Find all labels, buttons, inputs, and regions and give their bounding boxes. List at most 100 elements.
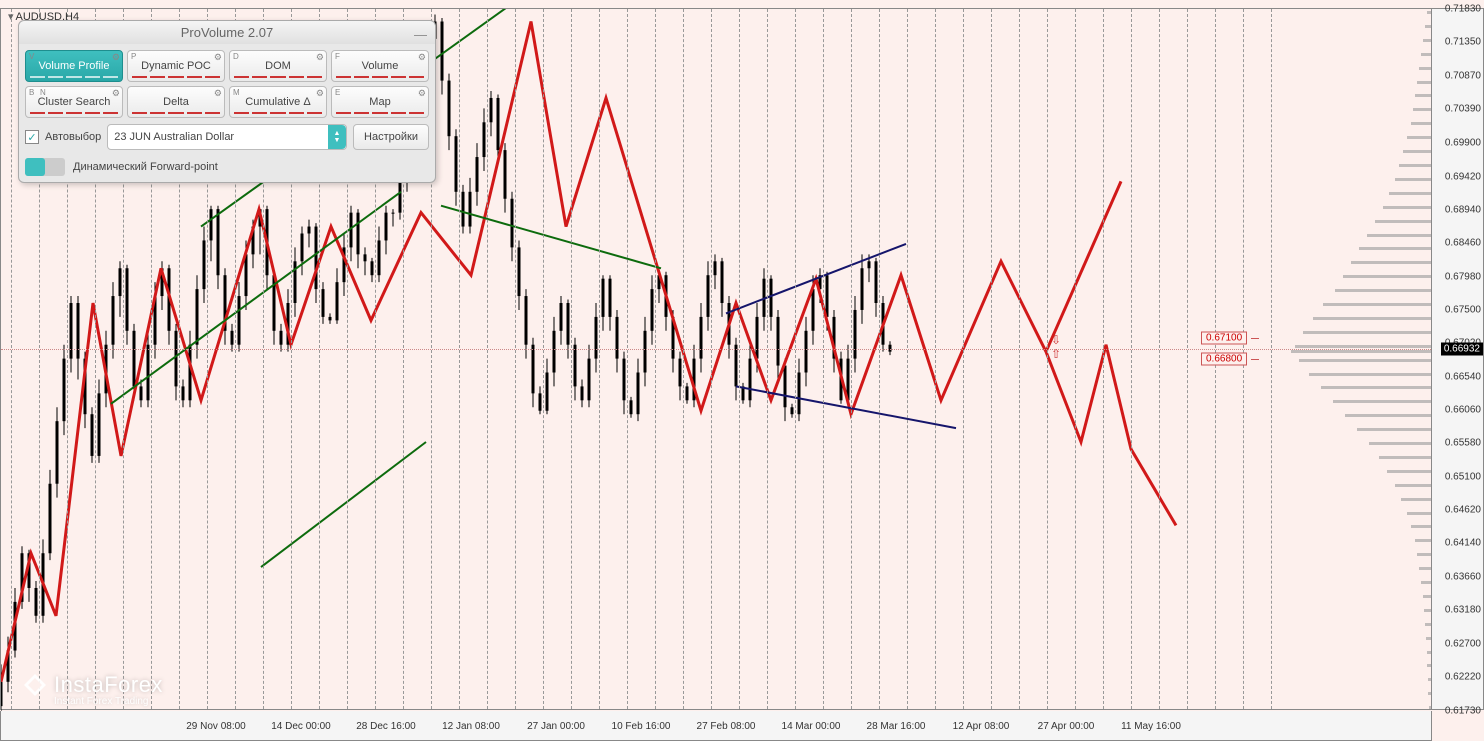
volume-profile-bar	[1417, 81, 1431, 84]
button-label: DOM	[265, 60, 291, 72]
x-tick: 12 Apr 08:00	[953, 721, 1010, 732]
x-tick: 14 Dec 00:00	[271, 721, 331, 732]
forward-point-label: Динамический Forward-point	[73, 161, 218, 173]
x-tick: 10 Feb 16:00	[612, 721, 671, 732]
combo-spinner[interactable]: ▲ ▼	[328, 125, 346, 149]
y-tick: 0.63180	[1445, 605, 1481, 616]
volume-profile-bar	[1299, 359, 1431, 362]
volume-profile-bar	[1413, 108, 1431, 111]
autoselect-checkbox[interactable]: ✓	[25, 130, 39, 144]
chevron-down-icon[interactable]: ▼	[334, 137, 341, 144]
grid-line	[907, 9, 908, 709]
grid-line	[711, 9, 712, 709]
grid-line	[599, 9, 600, 709]
panel-button-map[interactable]: E⚙Map	[331, 86, 429, 118]
grid-line	[683, 9, 684, 709]
y-tick: 0.62700	[1445, 638, 1481, 649]
price-label: 0.67100	[1201, 331, 1247, 344]
grid-line	[739, 9, 740, 709]
button-label: Cluster Search	[38, 96, 111, 108]
panel-button-cluster-search[interactable]: BN⚙Cluster Search	[25, 86, 123, 118]
gear-icon[interactable]: ⚙	[316, 88, 324, 99]
volume-profile-bar	[1403, 150, 1431, 153]
logo-icon	[22, 672, 48, 698]
x-tick: 11 May 16:00	[1121, 721, 1181, 732]
volume-profile-bar	[1295, 345, 1431, 348]
panel-button-volume[interactable]: F⚙Volume	[331, 50, 429, 82]
gear-icon[interactable]: ⚙	[418, 88, 426, 99]
panel-button-cumulative-[interactable]: M⚙Cumulative Δ	[229, 86, 327, 118]
minimize-icon[interactable]: —	[414, 27, 427, 42]
grid-line	[459, 9, 460, 709]
panel-row-1: V⚙Volume ProfileP⚙Dynamic POCD⚙DOMF⚙Volu…	[25, 50, 429, 82]
volume-profile-bar	[1415, 539, 1431, 542]
y-tick: 0.71350	[1445, 37, 1481, 48]
grid-line	[935, 9, 936, 709]
y-tick: 0.71830	[1445, 4, 1481, 15]
volume-profile-bar	[1407, 136, 1431, 139]
button-label: Volume	[362, 60, 399, 72]
volume-profile-bar	[1419, 67, 1431, 70]
arrow-down-icon: ⇩	[1051, 333, 1061, 347]
gear-icon[interactable]: ⚙	[214, 88, 222, 99]
gear-icon[interactable]: ⚙	[214, 52, 222, 63]
panel-button-dom[interactable]: D⚙DOM	[229, 50, 327, 82]
volume-profile-bar	[1415, 94, 1431, 97]
gear-icon[interactable]: ⚙	[316, 52, 324, 63]
grid-line	[879, 9, 880, 709]
volume-profile-bar	[1419, 567, 1431, 570]
current-price-badge: 0.66932	[1441, 343, 1483, 356]
panel-button-delta[interactable]: ⚙Delta	[127, 86, 225, 118]
grid-line	[571, 9, 572, 709]
gear-icon[interactable]: ⚙	[112, 88, 120, 99]
volume-profile-bar	[1411, 525, 1431, 528]
x-tick: 27 Jan 00:00	[527, 721, 585, 732]
volume-profile-bar	[1395, 484, 1431, 487]
y-tick: 0.69420	[1445, 171, 1481, 182]
instrument-combo[interactable]: 23 JUN Australian Dollar ▲ ▼	[107, 124, 347, 150]
volume-profile-bar	[1375, 220, 1431, 223]
y-tick: 0.61730	[1445, 706, 1481, 717]
panel-button-volume-profile[interactable]: V⚙Volume Profile	[25, 50, 123, 82]
y-tick: 0.66540	[1445, 371, 1481, 382]
volume-profile-bar	[1421, 581, 1431, 584]
forward-point-toggle[interactable]	[25, 158, 65, 176]
volume-profile-bar	[1357, 428, 1431, 431]
watermark-name: InstaForex	[54, 672, 163, 698]
volume-profile-bar	[1428, 692, 1431, 695]
volume-profile-bar	[1427, 664, 1431, 667]
x-tick: 28 Mar 16:00	[867, 721, 926, 732]
gear-icon[interactable]: ⚙	[418, 52, 426, 63]
volume-profile-bar	[1323, 303, 1431, 306]
grid-line	[655, 9, 656, 709]
grid-line	[851, 9, 852, 709]
volume-profile-bar	[1425, 25, 1431, 28]
volume-profile-bar	[1399, 164, 1431, 167]
volume-profile-bar	[1401, 498, 1431, 501]
volume-profile-bar	[1411, 122, 1431, 125]
volume-profile-bar	[1345, 414, 1431, 417]
volume-profile-bar	[1428, 678, 1431, 681]
volume-profile-bar	[1417, 553, 1431, 556]
volume-profile-bar	[1387, 470, 1431, 473]
current-price-line	[1, 349, 1431, 350]
volume-profile-bar	[1351, 261, 1431, 264]
volume-profile-bar	[1389, 192, 1431, 195]
volume-profile-bar	[1423, 595, 1431, 598]
volume-profile-bar	[1383, 206, 1431, 209]
y-tick: 0.66060	[1445, 405, 1481, 416]
y-tick: 0.68460	[1445, 238, 1481, 249]
provolume-panel[interactable]: ProVolume 2.07 — V⚙Volume ProfileP⚙Dynam…	[18, 20, 436, 183]
panel-button-dynamic-poc[interactable]: P⚙Dynamic POC	[127, 50, 225, 82]
grid-line	[795, 9, 796, 709]
gear-icon[interactable]: ⚙	[112, 52, 120, 63]
grid-line	[991, 9, 992, 709]
grid-line	[1019, 9, 1020, 709]
watermark: InstaForex Instant Forex Trading	[22, 672, 163, 707]
volume-profile-bar	[1427, 651, 1431, 654]
panel-row-2: BN⚙Cluster Search⚙DeltaM⚙Cumulative ΔE⚙M…	[25, 86, 429, 118]
chevron-up-icon[interactable]: ▲	[334, 130, 341, 137]
grid-line	[963, 9, 964, 709]
settings-button[interactable]: Настройки	[353, 124, 429, 150]
button-label: Map	[369, 96, 390, 108]
